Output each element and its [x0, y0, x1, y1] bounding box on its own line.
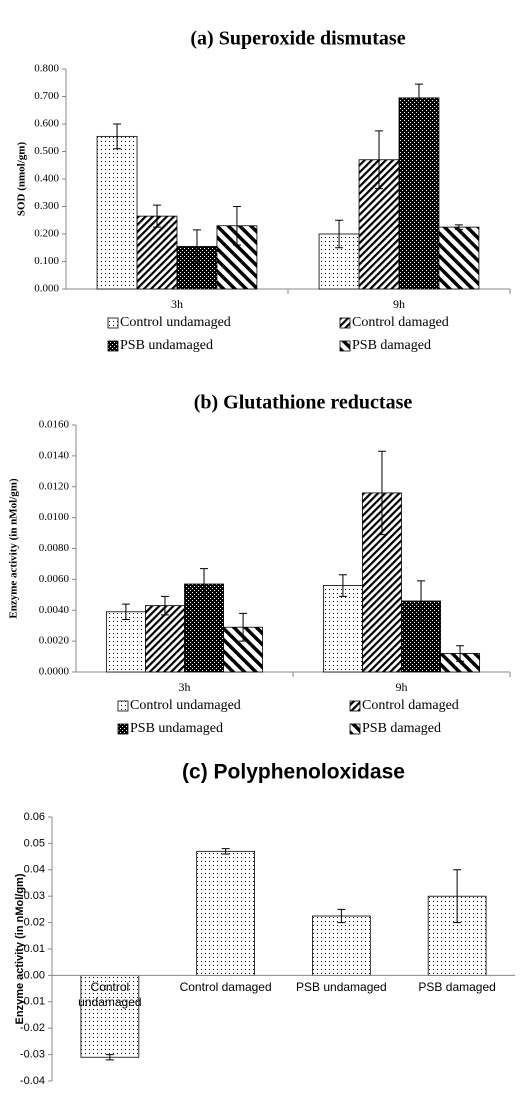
x-tick-label: PSB undamaged: [296, 980, 387, 995]
chart-title: (b) Glutathione reductase: [194, 392, 413, 414]
chart-c: (c) Polyphenoloxidase Enzyme activity (in…: [14, 761, 515, 1087]
error-bar: [200, 568, 209, 600]
x-tick-label: 3h: [171, 297, 183, 311]
y-tick-label: 0.700: [34, 90, 59, 102]
y-axis-label: Enzyme activity (in nMol/gm): [8, 478, 20, 619]
error-bar: [113, 123, 122, 150]
y-tick-label: 0.04: [24, 864, 45, 876]
bar: [136, 215, 178, 290]
y-tick-label: 0.300: [34, 200, 59, 212]
x-tick-label-box: PSB undamaged: [296, 980, 387, 995]
error-bar: [105, 1054, 114, 1061]
bar: [438, 226, 480, 290]
y-tick-label: -0.02: [20, 1022, 45, 1034]
legend-swatch: [349, 700, 361, 712]
error-bar: [232, 206, 241, 246]
y-tick-label: 0.0000: [39, 666, 70, 678]
error-bar: [417, 580, 426, 622]
y-tick-label: 0.600: [34, 118, 59, 130]
y-tick-label: 0.800: [34, 63, 59, 75]
error-bar: [414, 83, 423, 113]
y-tick-label: 0.00: [24, 969, 45, 981]
y-tick-label: 0.0120: [39, 480, 70, 492]
legend-label: PSB damaged: [362, 721, 441, 736]
x-tick-label-box: Control damaged: [179, 980, 272, 995]
y-tick-label: 0.0100: [39, 511, 70, 523]
legend-swatch: [117, 723, 129, 735]
x-tick-label: Control damaged: [179, 980, 272, 995]
legend-label: PSB undamaged: [120, 338, 213, 353]
y-tick-label: 0.06: [24, 811, 45, 823]
y-axis-label: Enzyme activity (in nMol/gm): [14, 873, 26, 1024]
error-bar: [221, 848, 230, 855]
y-tick-label: 0.05: [24, 837, 45, 849]
bar: [196, 850, 255, 976]
error-bar: [121, 603, 130, 621]
error-bar: [192, 229, 201, 264]
x-tick-label: PSB damaged: [418, 980, 496, 995]
bar: [105, 611, 146, 673]
legend-label: PSB undamaged: [130, 721, 223, 736]
legend-label: PSB damaged: [352, 338, 431, 353]
bar: [312, 915, 371, 976]
y-tick-label: -0.04: [20, 1075, 45, 1087]
legend-swatch: [339, 317, 351, 329]
y-tick-label: 0.01: [24, 943, 45, 955]
error-bar: [338, 574, 347, 597]
x-tick-label: Control undamaged: [78, 980, 142, 1010]
y-tick-label: 0.500: [34, 145, 59, 157]
error-bar: [454, 224, 463, 230]
error-bar: [377, 450, 386, 536]
error-bar: [153, 204, 162, 228]
legend-label: Control damaged: [352, 315, 449, 330]
y-tick-label: 0.0040: [39, 604, 70, 616]
x-tick-label-box: PSB damaged: [418, 980, 496, 995]
error-bar: [239, 612, 248, 642]
chart-title: (c) Polyphenoloxidase: [182, 761, 405, 784]
legend-swatch: [117, 700, 129, 712]
bar: [398, 97, 440, 290]
y-tick-label: -0.01: [20, 996, 45, 1008]
y-tick-label: 0.0060: [39, 573, 70, 585]
legend-label: Control damaged: [362, 698, 459, 713]
error-bar: [160, 595, 169, 616]
chart-title: (a) Superoxide dismutase: [190, 28, 405, 50]
y-tick-label: 0.400: [34, 173, 59, 185]
error-bar: [456, 645, 465, 662]
x-tick-label: 3h: [179, 680, 191, 694]
bar: [322, 585, 363, 673]
x-tick-label: 9h: [393, 297, 405, 311]
chart-b: (b) Glutathione reductase Enzyme activity…: [8, 392, 511, 736]
y-tick-label: 0.03: [24, 890, 45, 902]
y-tick-label: 0.100: [34, 255, 59, 267]
error-bar: [337, 908, 346, 924]
y-tick-label: 0.02: [24, 917, 45, 929]
y-tick-label: 0.0020: [39, 635, 70, 647]
error-bar: [453, 869, 462, 924]
bar: [145, 605, 185, 673]
y-tick-label: 0.0140: [39, 449, 70, 461]
x-tick-label-box: Control undamaged: [78, 980, 142, 1010]
y-tick-label: -0.03: [20, 1049, 45, 1061]
error-bar: [375, 130, 384, 190]
y-tick-label: 0.0160: [39, 419, 70, 431]
legend-label: Control undamaged: [120, 315, 231, 330]
y-tick-label: 0.200: [34, 228, 59, 240]
bar: [96, 135, 138, 290]
legend-swatch: [107, 317, 119, 329]
legend-label: Control undamaged: [130, 698, 241, 713]
x-tick-label: 9h: [396, 680, 408, 694]
y-tick-label: 0.0080: [39, 542, 70, 554]
y-axis-label: SOD (nmol/gm): [16, 142, 28, 217]
error-bar: [335, 219, 344, 249]
chart-a: (a) Superoxide dismutase SOD (nmol/gm) 0.0…: [16, 28, 511, 353]
y-tick-label: 0.000: [34, 283, 59, 295]
legend-swatch: [339, 340, 351, 352]
legend-swatch: [349, 723, 361, 735]
legend-swatch: [107, 340, 119, 352]
